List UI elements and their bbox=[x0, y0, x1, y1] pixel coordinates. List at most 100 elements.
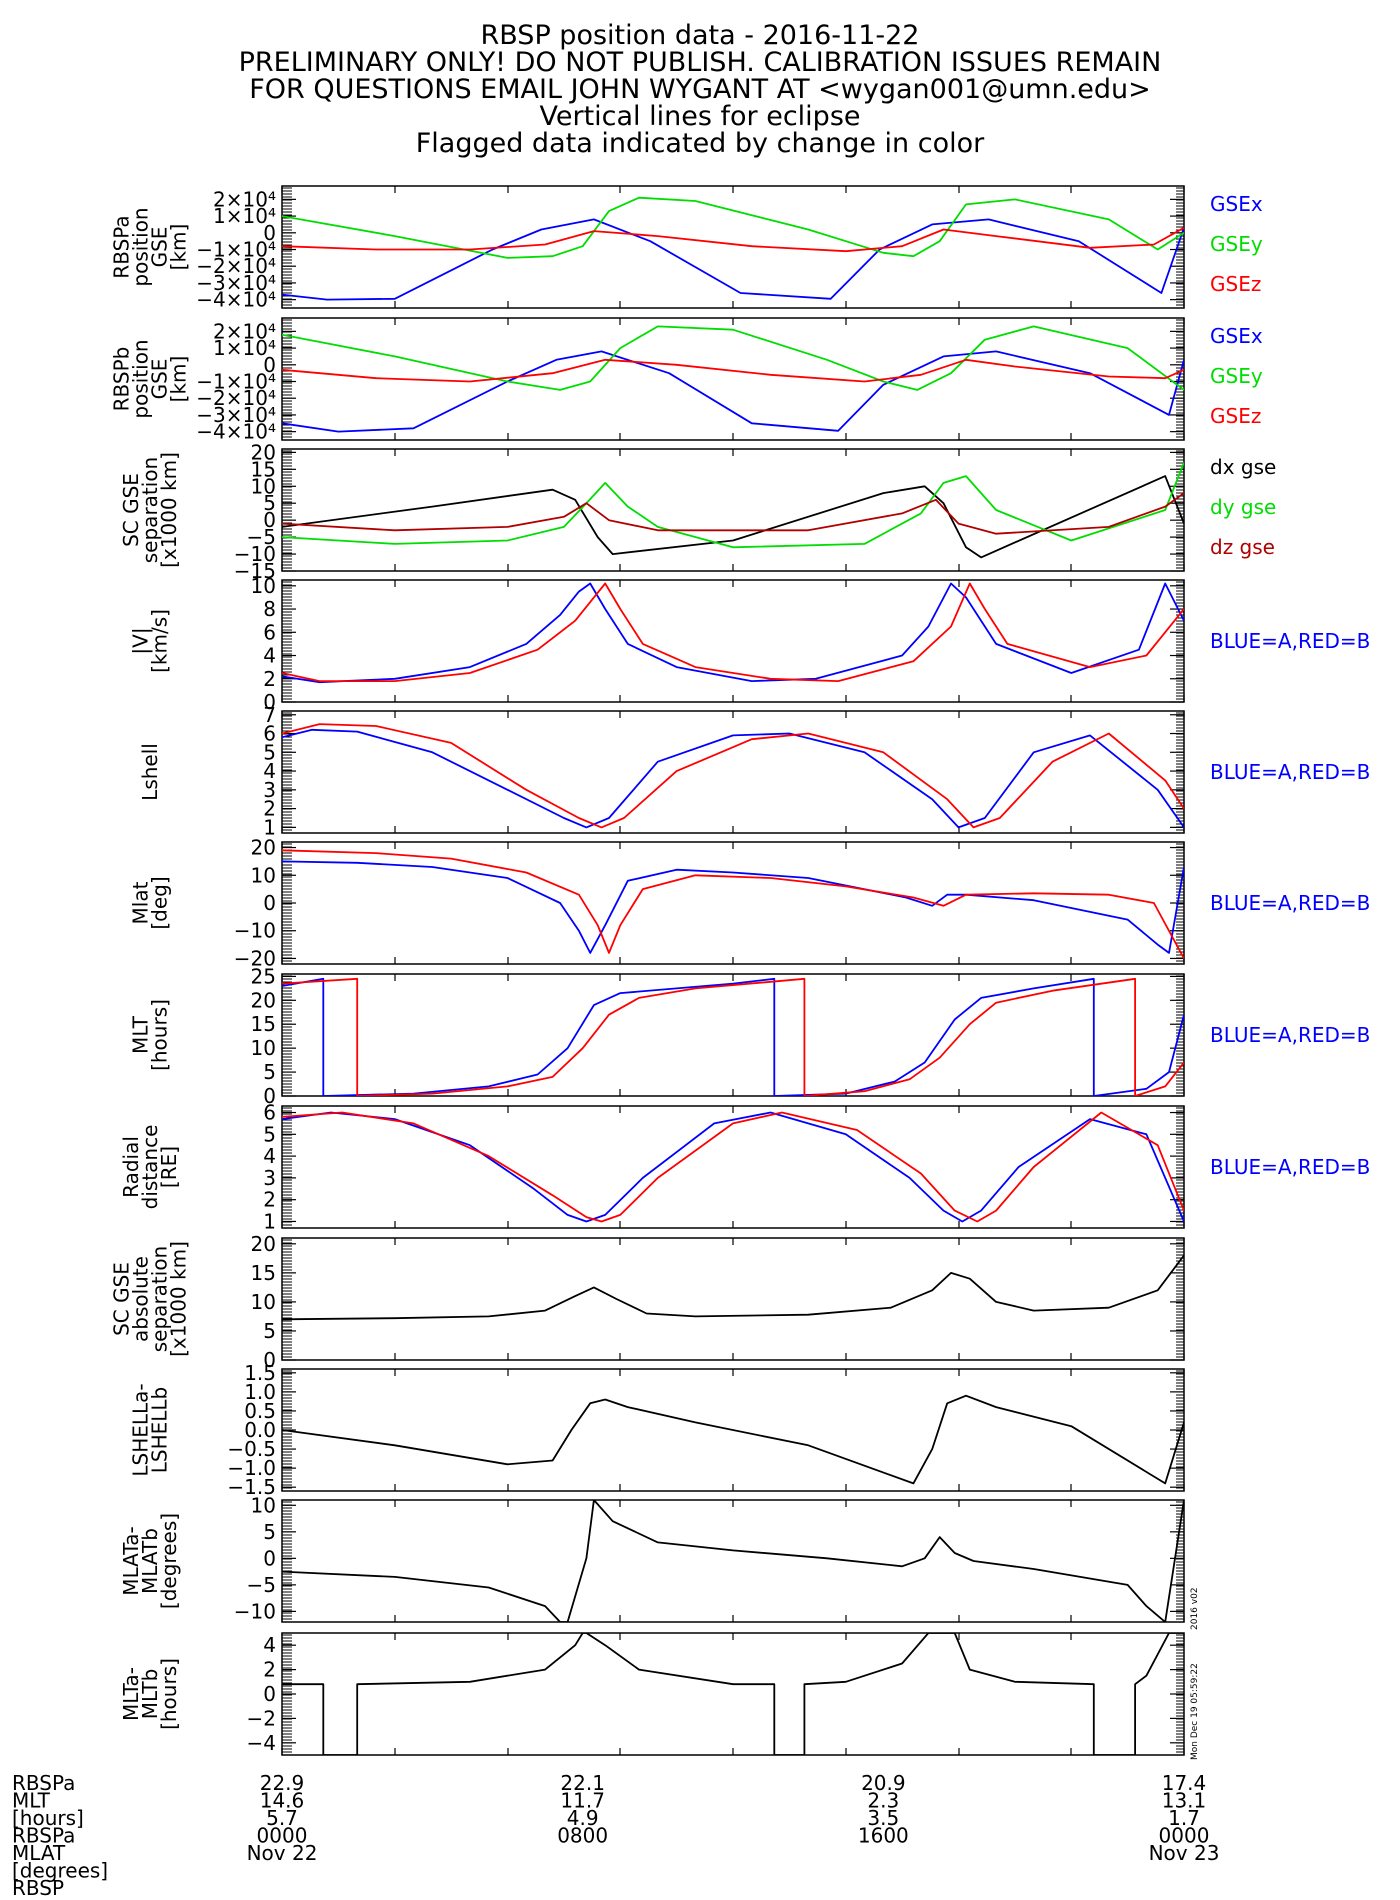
panel-p2: 2×10⁴1×10⁴0−1×10⁴−2×10⁴−3×10⁴−4×10⁴RBSPb… bbox=[110, 317, 1263, 444]
series-line-abs-sep bbox=[282, 1254, 1184, 1321]
panel-frame bbox=[281, 579, 1185, 703]
panel-p1: 2×10⁴1×10⁴0−1×10⁴−2×10⁴−3×10⁴−4×10⁴RBSPa… bbox=[110, 185, 1263, 312]
legend-entry: dx gse bbox=[1210, 455, 1276, 479]
y-axis-title-line: Radial bbox=[119, 1136, 143, 1198]
y-tick-label: 0 bbox=[263, 221, 276, 245]
y-tick-label: 8 bbox=[263, 597, 276, 621]
y-axis-title-line: GSE bbox=[148, 359, 172, 400]
y-tick-label: −4×10⁴ bbox=[196, 420, 276, 444]
legend-entry: BLUE=A,RED=B bbox=[1210, 891, 1370, 915]
series-line-GSEx bbox=[282, 218, 1184, 301]
axis-column-value: 3.5 bbox=[867, 1806, 899, 1830]
axis-column-value: Nov 22 bbox=[247, 1841, 318, 1865]
axis-column-value: 5.7 bbox=[266, 1806, 298, 1830]
y-tick-label: 20 bbox=[251, 440, 276, 464]
y-axis-title: MLTa-MLTb[hours] bbox=[119, 1658, 181, 1730]
y-axis-title: |V|[km/s] bbox=[129, 609, 172, 673]
version-label: 2016 v02 bbox=[1190, 1587, 1200, 1630]
y-tick-label: 20 bbox=[251, 1232, 276, 1256]
y-tick-label: 6 bbox=[263, 722, 276, 746]
y-tick-label: 5 bbox=[263, 491, 276, 515]
y-tick-label: 1.0 bbox=[244, 1380, 276, 1404]
panel-frame bbox=[281, 1632, 1185, 1756]
y-axis-title-line: absolute bbox=[129, 1256, 153, 1342]
y-tick-label: 10 bbox=[251, 574, 276, 598]
y-tick-label: −10 bbox=[234, 1599, 276, 1623]
y-axis-title-line: MLTa- bbox=[119, 1667, 143, 1721]
y-tick-label: −1×10⁴ bbox=[196, 370, 276, 394]
legend-entry: dy gse bbox=[1210, 495, 1276, 519]
y-tick-label: 1 bbox=[263, 1209, 276, 1233]
y-tick-label: 0 bbox=[263, 1546, 276, 1570]
y-tick-label: 0 bbox=[263, 353, 276, 377]
chart-title: RBSP position data - 2016-11-22 bbox=[480, 20, 920, 51]
y-axis-title-line: Mlat bbox=[129, 881, 153, 924]
y-axis-title: MLT[hours] bbox=[129, 999, 172, 1071]
y-axis-title-line: [km] bbox=[167, 224, 191, 271]
panel-frame bbox=[281, 710, 1185, 834]
y-tick-label: 4 bbox=[263, 1633, 276, 1657]
legend-entry: BLUE=A,RED=B bbox=[1210, 760, 1370, 784]
series-line-GSEy bbox=[282, 325, 1184, 391]
y-tick-label: 0 bbox=[263, 1084, 276, 1108]
y-axis-title-line: [hours] bbox=[157, 1658, 181, 1730]
axis-column-value: 0000 bbox=[1159, 1824, 1210, 1848]
panel-frame bbox=[281, 1499, 1185, 1623]
y-tick-label: 3 bbox=[263, 778, 276, 802]
legend-entry: GSEz bbox=[1210, 272, 1261, 296]
legend-entry: dz gse bbox=[1210, 535, 1275, 559]
series-line-A bbox=[282, 860, 1184, 954]
y-axis-title-line: [deg] bbox=[148, 876, 172, 929]
y-tick-label: 6 bbox=[263, 1101, 276, 1125]
legend-entry: BLUE=A,RED=B bbox=[1210, 629, 1370, 653]
y-axis-title-line: MLT bbox=[129, 1015, 153, 1054]
version-stamp: 2016 v02 bbox=[1190, 1587, 1200, 1630]
legend-entry: GSEx bbox=[1210, 192, 1263, 216]
axis-column-value: 13.1 bbox=[1162, 1789, 1207, 1813]
series-line-GSEz bbox=[282, 358, 1184, 383]
y-tick-label: −2 bbox=[247, 1706, 276, 1730]
axis-column-value: 0000 bbox=[257, 1824, 308, 1848]
y-tick-label: −5 bbox=[247, 525, 276, 549]
y-tick-label: 1×10⁴ bbox=[213, 336, 276, 360]
y-tick-label: 5 bbox=[263, 1122, 276, 1146]
legend-entry: BLUE=A,RED=B bbox=[1210, 1155, 1370, 1179]
series-line-GSEx bbox=[282, 350, 1184, 433]
y-tick-label: 15 bbox=[251, 1261, 276, 1285]
y-axis-title-line: SC GSE bbox=[119, 473, 143, 547]
y-axis-title-line: [km] bbox=[167, 356, 191, 403]
panel-frame bbox=[281, 1237, 1185, 1361]
warning-line: PRELIMINARY ONLY! DO NOT PUBLISH. CALIBR… bbox=[238, 47, 1162, 78]
axis-column-value: 22.9 bbox=[260, 1771, 305, 1795]
legend-entry: GSEx bbox=[1210, 324, 1263, 348]
y-tick-label: −1.5 bbox=[227, 1475, 276, 1499]
series-line-B bbox=[282, 849, 1184, 959]
series-line-B bbox=[282, 977, 1184, 1096]
y-tick-label: 2 bbox=[263, 797, 276, 821]
y-axis-title-line: [x1000 km] bbox=[157, 452, 181, 568]
y-axis-title-line: distance bbox=[138, 1125, 162, 1210]
y-tick-label: 5 bbox=[263, 1520, 276, 1544]
y-tick-label: 0 bbox=[263, 508, 276, 532]
y-tick-label: 1 bbox=[263, 815, 276, 839]
series-line-GSEy bbox=[282, 196, 1184, 259]
y-axis-title-line: [x1000 km] bbox=[167, 1241, 191, 1357]
y-tick-label: 10 bbox=[251, 474, 276, 498]
y-tick-label: −3×10⁴ bbox=[196, 271, 276, 295]
y-tick-label: 4 bbox=[263, 759, 276, 783]
axis-column-value: Nov 23 bbox=[1149, 1841, 1220, 1865]
y-tick-label: 10 bbox=[251, 1493, 276, 1517]
series-line-dx-gse bbox=[282, 475, 1184, 559]
series-line-dMLAT bbox=[282, 1500, 1184, 1622]
panel-frame bbox=[281, 448, 1185, 572]
series-line-dz-gse bbox=[282, 492, 1184, 535]
y-tick-label: 0.0 bbox=[244, 1418, 276, 1442]
axis-column-value: 22.1 bbox=[560, 1771, 605, 1795]
contact-line: FOR QUESTIONS EMAIL JOHN WYGANT AT <wyga… bbox=[249, 74, 1151, 105]
